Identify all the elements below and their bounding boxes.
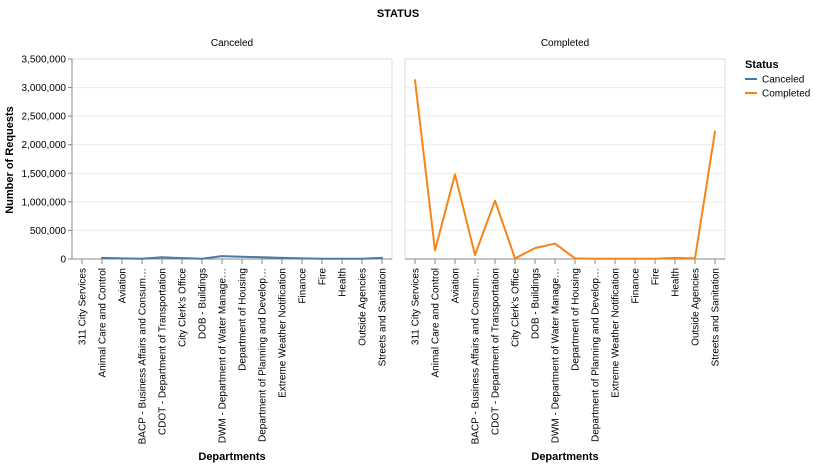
x-tick-label: Department of Planning and Develop… — [591, 268, 602, 442]
y-axis: 0 500,000 1,000,000 1,500,000 2,000,000 2,500… — [22, 55, 73, 266]
x-tick-label: CDOT - Department of Transportation — [158, 268, 169, 435]
y-grid — [72, 58, 392, 260]
x-tick-label: DWM - Department of Water Manage… — [551, 268, 562, 443]
x-tick-label: Health — [338, 268, 349, 297]
x-tick-label: DWM - Department of Water Manage… — [218, 268, 229, 443]
x-tick-label: City Clerk's Office — [511, 268, 522, 347]
x-tick-label: Finance — [298, 268, 309, 304]
x-tick-label: Outside Agencies — [358, 268, 369, 346]
y-tick-label: 0 — [60, 255, 66, 266]
plot-frame — [404, 58, 726, 260]
y-tick-label: 1,500,000 — [22, 169, 67, 180]
x-tick-label: Health — [671, 268, 682, 297]
x-tick-label: Extreme Weather Notification — [278, 268, 289, 398]
panel-title-canceled: Canceled — [211, 38, 253, 49]
x-tick-label: Aviation — [118, 268, 129, 303]
x-axis-label: Departments — [198, 451, 265, 463]
x-tick-label: Animal Care and Control — [431, 268, 442, 378]
x-tick-label: Fire — [318, 268, 329, 286]
y-tick-label: 3,500,000 — [22, 55, 67, 66]
x-tick-label: City Clerk's Office — [178, 268, 189, 347]
series-line — [414, 79, 716, 260]
x-tick-label: Outside Agencies — [691, 268, 702, 346]
x-tick-label: Streets and Sanitation — [711, 268, 722, 366]
legend-label: Completed — [762, 89, 810, 100]
legend-title: Status — [745, 59, 779, 71]
x-tick-label: Aviation — [451, 268, 462, 303]
x-tick-label: 311 City Services — [411, 268, 422, 345]
legend-item-completed[interactable]: Completed — [745, 89, 810, 100]
x-axis: 311 City Services Animal Care and Control… — [72, 258, 392, 444]
plot-frame — [71, 58, 393, 260]
x-tick-label: Streets and Sanitation — [378, 268, 389, 366]
panel-completed: Completed 311 City Services Animal Care a… — [404, 38, 726, 463]
y-grid — [405, 58, 725, 260]
x-tick-label: Animal Care and Control — [98, 268, 109, 378]
x-tick-label: Extreme Weather Notification — [611, 268, 622, 398]
x-axis-label: Departments — [531, 451, 598, 463]
x-tick-label: CDOT - Department of Transportation — [491, 268, 502, 435]
x-tick-label: BACP - Business Affairs and Consum… — [471, 268, 482, 444]
series-completed — [414, 79, 716, 260]
series-canceled — [101, 255, 383, 260]
series-line — [101, 255, 383, 260]
x-tick-label: Fire — [651, 268, 662, 286]
x-tick-label: Department of Planning and Develop… — [258, 268, 269, 442]
x-tick-label: DOB - Buildings — [198, 268, 209, 339]
chart-title: STATUS — [377, 8, 419, 20]
x-axis: 311 City Services Animal Care and Control… — [405, 258, 725, 444]
legend: Status Canceled Completed — [745, 59, 810, 100]
y-tick-label: 1,000,000 — [22, 197, 67, 208]
y-tick-label: 3,000,000 — [22, 83, 67, 94]
y-tick-label: 500,000 — [30, 226, 67, 237]
x-tick-label: 311 City Services — [78, 268, 89, 345]
x-tick-label: DOB - Buildings — [531, 268, 542, 339]
panel-title-completed: Completed — [541, 38, 589, 49]
panel-canceled: Canceled 0 500,000 1,000,000 1,500,000 2,000… — [22, 38, 393, 463]
x-tick-label: Department of Housing — [571, 268, 582, 371]
x-tick-label: Finance — [631, 268, 642, 304]
x-tick-label: Department of Housing — [238, 268, 249, 371]
y-tick-label: 2,000,000 — [22, 140, 67, 151]
legend-item-canceled[interactable]: Canceled — [745, 75, 804, 86]
y-tick-label: 2,500,000 — [22, 112, 67, 123]
legend-label: Canceled — [762, 75, 804, 86]
y-axis-label: Number of Requests — [4, 106, 16, 214]
x-tick-label: BACP - Business Affairs and Consum… — [138, 268, 149, 444]
